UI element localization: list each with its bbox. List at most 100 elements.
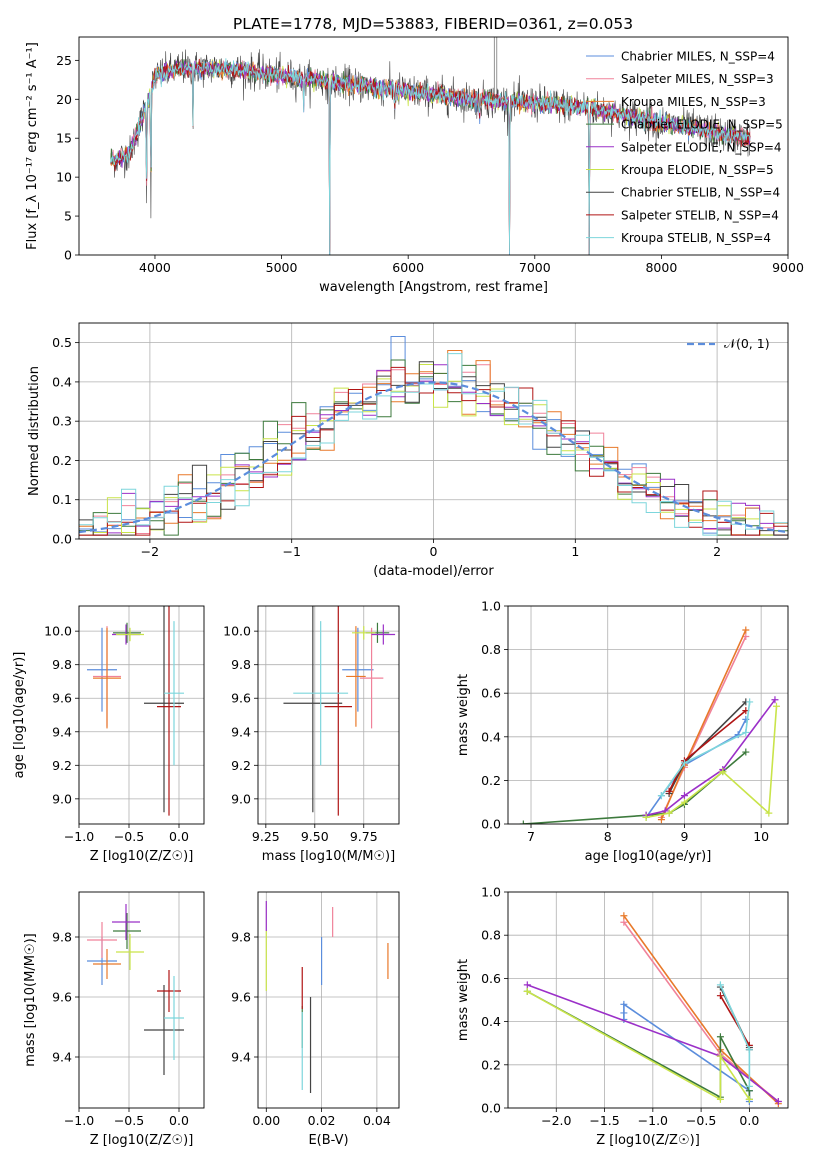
y-tick-label: 9.8 [231,657,251,672]
data-point-marker [657,792,665,800]
y-tick-label: 9.2 [231,758,251,773]
y-tick-label: 5 [64,209,72,224]
x-axis-label: Z [log10(Z/Z☉)] [90,1133,194,1148]
legend-label: 𝒩(0, 1) [724,336,770,351]
series-line [645,719,747,818]
axes-frame [507,605,789,825]
residual-histogram-panel: −2 −1 0 1 2 0.0 0.1 0.2 0.3 0.4 0.5 (data-model)/er… [27,322,789,579]
plot-area [519,626,780,824]
mass-vs-metallicity-panel: −1.0 −0.5 0.0 9.4 9.6 9.8 Z [log10(Z/Z☉)] mass … [23,891,205,1148]
x-tick-label: 0.00 [252,1113,280,1128]
data-point-marker [745,1082,753,1090]
y-tick-label: 0.6 [481,686,501,701]
y-tick-label: 0.0 [52,532,72,547]
legend-label: Salpeter STELIB, N_SSP=4 [621,208,779,222]
x-tick-label: 9.50 [301,829,329,844]
data-point-marker [657,816,665,824]
series-line [526,990,751,1100]
y-tick-label: 9.0 [231,791,251,806]
series-line [645,699,776,817]
y-tick-label: 0.4 [52,374,72,389]
y-tick-label: 20 [56,92,72,107]
x-tick-label: −1.0 [638,1113,668,1128]
data-point-marker [772,702,780,710]
legend-label: Chabrier ELODIE, N_SSP=5 [621,118,783,132]
data-point-marker [620,912,628,920]
y-tick-label: 10 [56,170,72,185]
axes-frame [78,322,789,540]
axes-frame [78,605,205,825]
y-tick-label: 1.0 [481,599,501,614]
data-point-marker [719,768,727,776]
data-point-marker [716,992,724,1000]
x-tick-label: −1.0 [64,829,94,844]
plot-area [87,904,184,1075]
x-tick-label: 1 [571,544,579,559]
x-tick-label: 8000 [645,260,677,275]
figure-title: PLATE=1778, MJD=53883, FIBERID=0361, z=0… [233,15,633,33]
x-axis-label: Z [log10(Z/Z☉)] [90,849,194,864]
x-tick-label: −0.5 [114,1113,144,1128]
data-point-marker [716,1095,724,1103]
x-axis-label: Z [log10(Z/Z☉)] [596,1133,700,1148]
x-tick-label: −1.5 [589,1113,619,1128]
data-point-marker [765,809,773,817]
axes-frame [257,605,400,825]
plot-area [110,37,751,255]
y-tick-label: 9.6 [52,990,72,1005]
x-tick-label: 4000 [139,260,171,275]
y-tick-label: 0.8 [481,928,501,943]
x-tick-label: −0.5 [114,829,144,844]
plot-area [283,606,396,816]
y-tick-label: 10.0 [44,624,72,639]
series-line [526,990,751,1101]
y-tick-label: 9.8 [231,930,251,945]
y-tick-label: 0.0 [481,1101,501,1116]
legend-label: Kroupa ELODIE, N_SSP=5 [621,163,774,177]
data-point-marker [620,1000,628,1008]
plot-area [87,606,184,816]
y-tick-label: 0.2 [481,773,501,788]
x-tick-label: 9 [680,829,688,844]
data-point-marker [620,918,628,926]
x-tick-label: 7 [527,829,535,844]
axes-frame [78,36,789,256]
data-point-marker [745,1095,753,1103]
data-point-marker [523,981,531,989]
x-axis-label: E(B-V) [308,1133,348,1148]
x-tick-label: −0.5 [686,1113,716,1128]
x-tick-label: −2 [141,544,159,559]
plot-area [265,901,389,1093]
plot-area [523,912,782,1108]
normal-curve [79,381,788,534]
age-vs-metallicity-panel: −1.0 −0.5 0.0 9.0 9.2 9.4 9.6 9.8 10.0 Z [log10(Z… [12,605,205,864]
y-tick-label: 0 [64,248,72,263]
series-line [623,1002,751,1102]
x-tick-label: 0.02 [308,1113,336,1128]
y-tick-label: 0.4 [481,729,501,744]
data-point-marker [665,787,673,795]
y-tick-label: 1.0 [481,885,501,900]
data-point-marker [680,759,688,767]
y-tick-label: 9.4 [231,724,251,739]
series-line [660,701,751,797]
y-tick-label: 0.1 [52,492,72,507]
x-tick-label: 10 [753,829,769,844]
data-point-marker [519,820,527,824]
data-point-marker [745,1046,753,1054]
data-point-marker [742,728,750,736]
x-axis-label: wavelength [Angstrom, rest frame] [319,280,548,295]
y-axis-label: mass weight [456,674,471,756]
y-tick-label: 10.0 [223,624,251,639]
y-axis-label: Flux [f_λ 10⁻¹⁷ erg cm⁻² s⁻¹ A⁻¹] [25,42,40,250]
axes-frame [257,891,400,1109]
x-tick-label: 6000 [392,260,424,275]
data-point-marker [680,798,688,806]
x-tick-label: 9000 [772,260,804,275]
x-axis-label: age [log10(age/yr)] [585,849,712,864]
plot-area [79,336,788,536]
y-tick-label: 9.6 [52,691,72,706]
y-tick-label: 9.6 [231,691,251,706]
x-tick-label: 5000 [266,260,298,275]
